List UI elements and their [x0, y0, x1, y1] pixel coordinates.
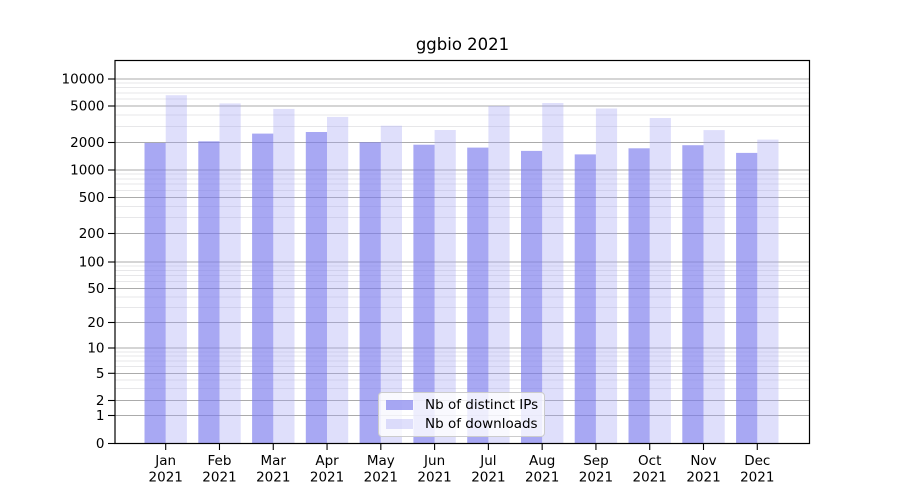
bar-aug-distinct-ips: [521, 150, 543, 444]
y-tick-label: 500: [79, 190, 105, 206]
x-tick-label-year: 2021: [740, 470, 774, 486]
x-tick-label-year: 2021: [202, 470, 236, 486]
x-tick-label-month: Jun: [423, 453, 445, 469]
x-tick-label-month: Oct: [638, 453, 661, 469]
chart-title: ggbio 2021: [415, 35, 510, 54]
bar-nov-distinct-ips: [682, 145, 704, 444]
x-tick-label-year: 2021: [256, 470, 290, 486]
y-tick-label: 50: [87, 281, 104, 297]
bar-mar-distinct-ips: [252, 133, 274, 444]
y-tick-label: 2000: [70, 135, 104, 151]
bar-jul-distinct-ips: [467, 147, 489, 444]
bar-nov-downloads: [703, 130, 725, 444]
bar-jul-downloads: [488, 106, 510, 444]
y-tick-label: 5000: [70, 99, 104, 115]
legend-label-distinct-ips: Nb of distinct IPs: [425, 396, 539, 413]
x-tick-label-month: Feb: [208, 453, 232, 469]
bar-feb-downloads: [219, 103, 241, 444]
y-tick-label: 10000: [62, 72, 105, 88]
bar-may-downloads: [380, 125, 402, 444]
legend-item-distinct-ips: Nb of distinct IPs: [386, 396, 539, 413]
x-tick-label-month: Mar: [261, 453, 287, 469]
bar-oct-distinct-ips: [628, 148, 650, 444]
x-tick-label-year: 2021: [149, 470, 183, 486]
x-tick-label-year: 2021: [471, 470, 505, 486]
bar-jan-distinct-ips: [144, 142, 166, 444]
x-tick-label-year: 2021: [525, 470, 559, 486]
bar-apr-downloads: [327, 116, 349, 444]
x-tick-label-month: Nov: [690, 453, 716, 469]
bar-jan-downloads: [165, 95, 187, 444]
y-tick-label: 10: [87, 341, 104, 357]
y-axis: 0 12 5 10 20 50 100 200 500 1000 2000 5000 10000: [62, 72, 115, 452]
bar-apr-distinct-ips: [305, 132, 327, 444]
x-tick-label-month: Apr: [315, 453, 339, 469]
x-tick-label-month: Aug: [529, 453, 555, 469]
legend-swatch-downloads: [386, 419, 413, 430]
bar-sep-distinct-ips: [574, 154, 596, 444]
x-tick-label-month: Dec: [744, 453, 770, 469]
x-tick-label-year: 2021: [310, 470, 344, 486]
bar-aug-downloads: [542, 103, 564, 444]
x-tick-label-month: May: [367, 453, 395, 469]
x-tick-label-year: 2021: [686, 470, 720, 486]
bars-distinct-ips: [144, 132, 758, 444]
bar-may-distinct-ips: [359, 142, 381, 444]
x-tick-label-year: 2021: [417, 470, 451, 486]
x-tick-label-year: 2021: [579, 470, 613, 486]
x-tick-label-month: Jul: [479, 453, 496, 469]
bars-downloads: [165, 95, 779, 444]
x-axis: Jan2021Feb2021Mar2021Apr2021May2021Jun20…: [149, 443, 774, 486]
y-tick-label: 200: [79, 226, 105, 242]
y-tick-label: 5: [96, 366, 105, 382]
y-tick-label: 1: [96, 408, 105, 424]
x-tick-label-month: Sep: [583, 453, 608, 469]
y-tick-label: 0: [96, 436, 105, 452]
bar-dec-downloads: [757, 139, 779, 444]
bar-mar-downloads: [273, 108, 295, 444]
legend-item-downloads: Nb of downloads: [386, 416, 538, 432]
legend-swatch-distinct-ips: [386, 399, 413, 410]
bar-sep-downloads: [595, 108, 618, 444]
plot-frame: [114, 59, 811, 445]
bar-jun-downloads: [434, 130, 456, 444]
bar-dec-distinct-ips: [736, 152, 758, 444]
y-tick-label: 20: [87, 315, 104, 331]
legend-label-downloads: Nb of downloads: [425, 416, 538, 432]
x-tick-label-year: 2021: [633, 470, 667, 486]
x-tick-label-month: Jan: [154, 453, 176, 469]
bar-feb-distinct-ips: [198, 141, 220, 444]
legend: Nb of distinct IPs Nb of downloads: [378, 392, 545, 437]
y-tick-label: 1000: [70, 163, 104, 179]
y-tick-label: 100: [79, 255, 105, 271]
y-tick-label: 2: [96, 393, 105, 409]
bar-jun-distinct-ips: [413, 144, 435, 444]
bar-oct-downloads: [649, 118, 671, 444]
x-tick-label-year: 2021: [364, 470, 398, 486]
